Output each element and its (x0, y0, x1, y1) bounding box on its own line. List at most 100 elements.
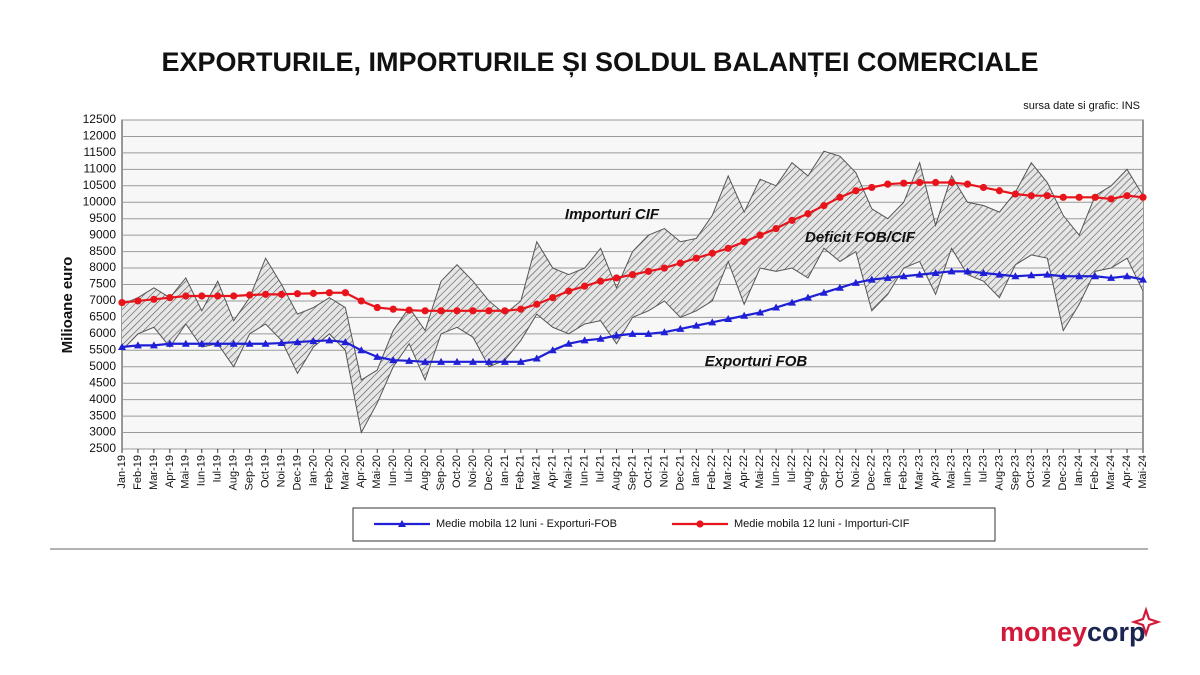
data-point (932, 178, 940, 187)
x-tick-label: Iul-23 (977, 455, 989, 483)
y-tick-label: 6500 (89, 310, 116, 324)
brand-part: money (1000, 617, 1087, 647)
data-point (1011, 272, 1020, 280)
data-point (357, 297, 365, 305)
data-point (261, 339, 270, 347)
data-point (214, 292, 222, 300)
y-tick-label: 7500 (89, 277, 116, 291)
band-line (121, 247, 1144, 435)
data-point (947, 267, 956, 275)
data-point (788, 298, 797, 306)
data-point (612, 331, 621, 339)
data-point (1107, 273, 1116, 281)
data-point (277, 290, 286, 298)
data-point (485, 307, 493, 315)
x-tick-label: Iun-22 (770, 455, 782, 486)
data-point (1123, 272, 1132, 280)
data-point (884, 180, 892, 188)
data-point (421, 307, 429, 315)
data-point (963, 180, 972, 188)
data-point (421, 357, 430, 365)
data-point (118, 343, 126, 351)
data-point (1107, 195, 1115, 203)
data-point (644, 329, 653, 337)
data-point (756, 231, 764, 239)
annotation: Importuri CIF (565, 206, 660, 223)
data-point (133, 341, 142, 349)
data-point (198, 292, 206, 300)
x-tick-label: Mar-24 (1105, 455, 1117, 490)
data-point (596, 334, 605, 342)
x-tick-label: Dec-22 (866, 455, 878, 490)
data-point (309, 337, 318, 345)
data-point (1043, 270, 1052, 278)
data-point (437, 307, 445, 315)
data-point (596, 277, 605, 285)
data-point (1075, 193, 1083, 201)
data-point (564, 339, 573, 347)
y-tick-label: 6000 (89, 326, 116, 340)
x-tick-label: Noi-22 (850, 455, 862, 487)
x-tick-label: Apr-21 (547, 455, 559, 488)
x-tick-label: Feb-24 (1089, 455, 1101, 490)
data-point (389, 356, 398, 364)
x-tick-label: Aug-20 (419, 455, 431, 490)
band-line (121, 150, 1144, 381)
x-tick-label: Aug-22 (802, 455, 814, 490)
data-point (995, 270, 1004, 278)
data-point (453, 357, 462, 365)
x-tick-label: Sep-23 (1009, 455, 1021, 490)
data-point (931, 268, 940, 276)
data-point (772, 224, 780, 233)
data-point (963, 267, 972, 275)
x-tick-label: Sep-20 (435, 455, 447, 490)
data-point (692, 321, 701, 329)
data-point (740, 311, 749, 319)
y-tick-label: 5000 (89, 359, 116, 373)
x-tick-label: Ian-24 (1073, 455, 1085, 486)
data-point (437, 357, 446, 365)
data-point (1091, 272, 1100, 280)
data-point (533, 300, 541, 308)
data-point (916, 178, 924, 187)
data-point (261, 290, 270, 298)
data-point (581, 282, 589, 290)
legend-items: Medie mobila 12 luni - Exporturi-FOB Medi… (374, 518, 910, 530)
data-point (1027, 271, 1036, 279)
data-point (293, 338, 302, 346)
data-point (740, 238, 748, 246)
data-point (118, 298, 126, 307)
x-tick-label: Feb-20 (323, 455, 335, 490)
x-tick-label: Mar-23 (914, 455, 926, 490)
data-point (182, 292, 190, 300)
y-tick-label: 10500 (83, 178, 117, 192)
data-point (1059, 272, 1068, 280)
data-point (150, 295, 158, 303)
y-tick-label: 4000 (89, 392, 116, 406)
data-point (277, 339, 286, 347)
x-tick-label: Iul-20 (403, 455, 415, 483)
data-point (756, 308, 765, 316)
x-tick-label: Sep-21 (626, 455, 638, 490)
data-point (166, 294, 174, 302)
x-tick-label: Apr-24 (1121, 455, 1133, 488)
data-point (851, 278, 860, 286)
x-tick-label: Dec-20 (483, 455, 495, 490)
data-point (309, 289, 318, 297)
legend-marker (696, 520, 704, 528)
y-tick-label: 11500 (84, 145, 117, 159)
data-point (1011, 190, 1019, 198)
data-point (676, 259, 684, 267)
data-point (644, 267, 653, 275)
data-point (804, 210, 812, 218)
data-point (548, 346, 557, 354)
data-point (692, 254, 700, 262)
x-tick-label: Noi-21 (658, 455, 670, 487)
x-tick-label: Noi-19 (275, 455, 287, 487)
x-tick-label: Aug-23 (993, 455, 1005, 490)
data-point (708, 318, 717, 326)
x-tick-label: Oct-19 (259, 455, 271, 488)
y-tick-label: 2500 (89, 441, 116, 455)
data-point (501, 307, 509, 315)
